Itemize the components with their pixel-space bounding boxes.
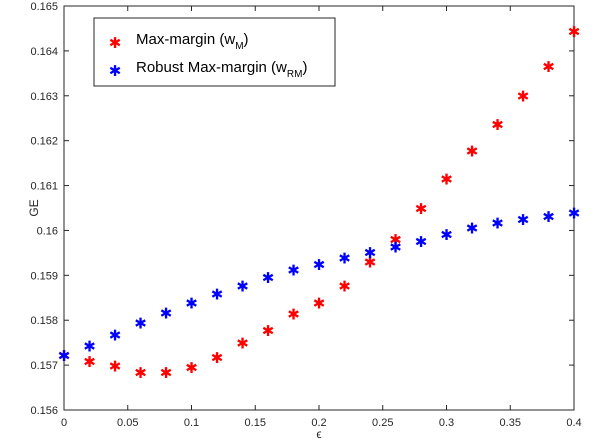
data-points: ✱ ✱ ✱ ✱ ✱ ✱ ✱ ✱ ✱ ✱ ✱ ✱ ✱ ✱ ✱ ✱ ✱ ✱ ✱ ✱ ✱ ✱ ✱ ✱ ✱ ✱ ✱ ✱ ✱ ✱ ✱ ✱ ✱ ✱ ✱ ✱ ✱ ✱ ✱ ✱… <box>58 23 581 382</box>
data-point-series-1: ✱ <box>440 171 453 189</box>
data-point-series-2: ✱ <box>338 250 351 268</box>
legend-entry-series-2: Robust Max-margin (wRM) <box>136 59 307 80</box>
x-tick-label: 0.1 <box>184 417 199 429</box>
legend: ✱ Max-margin (wM) ✱ Robust Max-margin (w… <box>93 17 336 87</box>
data-point-series-2: ✱ <box>517 211 530 229</box>
y-tick-label: 0.159 <box>30 270 58 282</box>
data-point-series-1: ✱ <box>466 142 479 160</box>
x-tick-label: 0.3 <box>439 417 454 429</box>
data-point-series-1: ✱ <box>568 23 581 41</box>
axis-ticks: 0 0.05 0.1 0.15 0.2 0.25 0.3 0.35 0.4 0.156 0.157 0… <box>30 1 581 429</box>
data-point-series-2: ✱ <box>160 304 173 322</box>
data-point-series-1: ✱ <box>415 200 428 218</box>
data-point-series-2: ✱ <box>58 347 71 365</box>
data-point-series-2: ✱ <box>542 208 555 226</box>
y-tick-label: 0.163 <box>30 91 58 103</box>
data-point-series-1: ✱ <box>109 357 122 375</box>
y-tick-label: 0.16 <box>37 225 58 237</box>
y-tick-label: 0.162 <box>30 136 58 148</box>
data-point-series-1: ✱ <box>211 349 224 367</box>
data-point-series-1: ✱ <box>83 353 96 371</box>
legend-box <box>93 17 336 87</box>
x-tick-label: 0.15 <box>245 417 266 429</box>
data-point-series-1: ✱ <box>262 322 275 340</box>
x-tick-label: 0.35 <box>500 417 521 429</box>
data-point-series-1: ✱ <box>58 347 71 365</box>
data-point-series-1: ✱ <box>287 305 300 323</box>
data-point-series-1: ✱ <box>160 364 173 382</box>
data-point-series-1: ✱ <box>517 88 530 106</box>
x-tick-label: 0.2 <box>311 417 326 429</box>
x-tick-label: 0.05 <box>117 417 138 429</box>
data-point-series-2: ✱ <box>364 244 377 262</box>
legend-marker-series-2: ✱ <box>109 62 122 80</box>
data-point-series-2: ✱ <box>211 286 224 304</box>
data-point-series-2: ✱ <box>134 314 147 332</box>
legend-entry-series-1: Max-margin (wM) <box>136 31 249 52</box>
data-point-series-2: ✱ <box>185 295 198 313</box>
data-point-series-1: ✱ <box>491 116 504 134</box>
y-tick-label: 0.157 <box>30 360 58 372</box>
data-point-series-2: ✱ <box>83 337 96 355</box>
x-tick-label: 0.4 <box>566 417 581 429</box>
y-tick-label: 0.156 <box>30 405 58 417</box>
y-axis-label: GE <box>27 199 41 216</box>
legend-marker-series-1: ✱ <box>109 34 122 52</box>
data-point-series-2: ✱ <box>262 269 275 287</box>
data-point-series-2: ✱ <box>236 278 249 296</box>
data-point-series-1: ✱ <box>338 278 351 296</box>
x-axis-label: ϵ <box>316 427 321 441</box>
data-point-series-2: ✱ <box>491 214 504 232</box>
x-tick-label: 0.25 <box>372 417 393 429</box>
x-tick-label: 0 <box>61 417 67 429</box>
data-point-series-2: ✱ <box>466 220 479 238</box>
data-point-series-1: ✱ <box>364 253 377 271</box>
data-point-series-1: ✱ <box>236 335 249 353</box>
data-point-series-2: ✱ <box>287 261 300 279</box>
y-tick-label: 0.158 <box>30 315 58 327</box>
data-point-series-2: ✱ <box>568 204 581 222</box>
data-point-series-2: ✱ <box>415 233 428 251</box>
data-point-series-1: ✱ <box>313 295 326 313</box>
data-point-series-2: ✱ <box>389 239 402 257</box>
data-point-series-1: ✱ <box>389 231 402 249</box>
data-point-series-1: ✱ <box>134 364 147 382</box>
data-point-series-1: ✱ <box>542 58 555 76</box>
y-tick-label: 0.164 <box>30 46 58 58</box>
y-tick-label: 0.165 <box>30 1 58 13</box>
data-point-series-2: ✱ <box>313 256 326 274</box>
data-point-series-1: ✱ <box>185 359 198 377</box>
data-point-series-2: ✱ <box>109 326 122 344</box>
y-tick-label: 0.161 <box>30 181 58 193</box>
data-point-series-2: ✱ <box>440 226 453 244</box>
